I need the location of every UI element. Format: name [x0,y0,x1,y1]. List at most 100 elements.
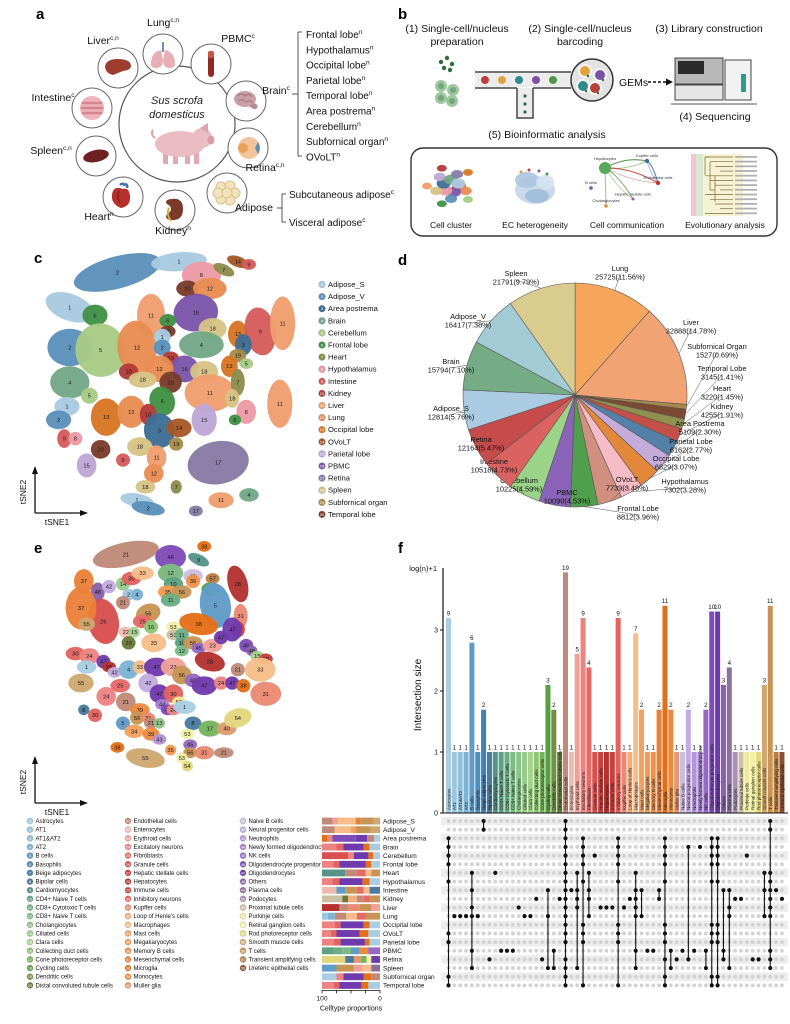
tsne-cluster-number: 13 [226,364,232,370]
bar-celltype-label: Collecting duct cells [534,769,539,810]
celltype-legend-item: 49 Plasma cells [239,886,282,894]
membership-dot [446,983,451,988]
organ-label: Retinac,n [245,162,284,174]
tsne-cluster-number: 33 [137,665,143,671]
svg-text:45: 45 [241,854,245,858]
organ-label: PBMCc [221,33,255,45]
tsne-cluster-blob [179,331,224,359]
svg-text:32: 32 [126,915,130,919]
tsne-cluster-number: 53 [184,732,190,738]
intersection-bar [656,709,662,813]
bar-celltype-label: Cholangiocytes [517,778,522,810]
tsne-cluster-number: 17 [193,509,199,515]
tsne-cluster-blob [127,437,153,457]
membership-dot [668,965,673,971]
celltype-legend-label: Excitatory neurons [134,845,184,851]
tsne-cluster-blob [144,464,164,483]
celltype-legend-item: 35 Megakaryocytes [124,938,177,946]
svg-text:1: 1 [29,820,31,824]
tsne-cluster-blob [128,371,157,388]
intersection-bar [691,752,697,813]
brain-region-item: Temporal loben [306,90,373,102]
intersection-bar [644,752,650,813]
organ-pbmc: PBMCc [190,33,256,85]
pie-leader-line [450,364,468,369]
celltype-legend-item: 55 Smooth muscle cells [239,938,304,946]
tsne-cluster-number: 1 [68,305,71,311]
membership-dot [580,844,586,850]
panel-d-label: d [398,252,408,269]
tsne-cluster-number: 6 [161,399,164,405]
panel-b-label: b [398,6,408,23]
svg-text:58: 58 [241,967,245,971]
tsne-cluster-blob [181,760,193,772]
bar-celltype-label: Monocytes [669,787,674,810]
intersection-bar [650,752,656,813]
membership-dot [563,896,568,901]
membership-dot [633,905,638,910]
bar-celltype-label: Newly formed oligodendrocytes [698,745,703,810]
pie-slice-label: Lung 25725(11.56%) [595,264,645,282]
svg-text:22: 22 [126,828,130,832]
proportion-bar-row [322,981,380,989]
tsne-cluster-blob [205,573,220,584]
pie-leader-line [673,429,701,449]
tsne-cluster-number: 18 [209,327,215,333]
bar-value-label: 2 [687,702,691,709]
membership-dot [452,914,457,919]
pie-leader-line [685,374,723,415]
celltype-legend-label: Macrophages [134,923,170,929]
intersection-bar [557,752,563,813]
membership-dot [575,870,580,875]
bar-celltype-label: Naive B cells [680,783,685,810]
membership-dot [662,931,668,936]
intersection-bar [685,709,691,813]
bar-value-label: 1 [458,745,462,752]
tsne-cluster-blob [110,742,125,753]
bar-value-label: 2 [482,702,486,709]
panel-f-upset-bars: 0 1 2 3 log(n)+1 Intersection size 9 Astrocytes… [395,535,790,817]
celltype-legend-label: Transient amplifying cells [249,957,316,963]
bar-celltype-label: Hepatocytes [604,784,609,810]
bar-value-label: 9 [581,610,585,617]
organ-label: Spleenc,n [30,145,72,157]
celltype-legend-label: NK cells [249,854,271,860]
tsne-cluster-number: 56 [179,673,185,679]
tsne-cluster-number: 18 [142,485,148,491]
tsne-cluster-number: 12 [128,410,134,416]
svg-text:25: 25 [126,854,130,858]
tsne-cluster-blob [242,259,256,270]
svg-text:21: 21 [126,820,130,824]
bar-value-label: 1 [622,745,626,752]
bar-value-label: 1 [780,745,784,752]
celltype-legend-label: Erythroid cells [134,836,172,842]
membership-dot [580,922,586,927]
tsne-cluster-number: 24 [170,708,177,714]
tissue-legend-item: 1 Adipose_S [318,280,365,289]
intersection-bar [451,752,457,813]
tsne-cluster-number: 5 [214,603,217,609]
proportion-bar-row [322,843,380,851]
membership-dot [768,914,773,919]
bar-celltype-label: Cardiomyocytes [493,776,498,810]
membership-dot [563,853,568,858]
membership-dot [633,948,638,953]
proportion-bar-row [322,878,380,886]
celltype-legend-label: AT1 [36,828,47,834]
celltype-legend-item: 24 Excitatory neurons [124,843,184,851]
svg-text:50: 50 [241,897,245,901]
svg-text:49: 49 [241,889,245,893]
bar-value-label: 1 [605,745,609,752]
svg-text:10: 10 [320,391,325,396]
membership-dot [774,888,779,893]
tsne-cluster-blob [191,403,217,436]
tsne-cluster-number: 10 [167,356,173,362]
gems-label: GEMs [619,77,648,89]
celltype-legend-label: Ciliated cells [36,931,70,937]
celltype-legend-item: 25 Fibroblasts [124,852,163,860]
cell-communication-thumbnail: Hepatocytes Kupffer cells B cells Endotheli… [585,153,672,208]
membership-dot [715,844,720,850]
pig-icon [150,123,215,164]
tsne-cluster-number: 7 [175,485,178,491]
svg-text:11: 11 [320,403,325,408]
